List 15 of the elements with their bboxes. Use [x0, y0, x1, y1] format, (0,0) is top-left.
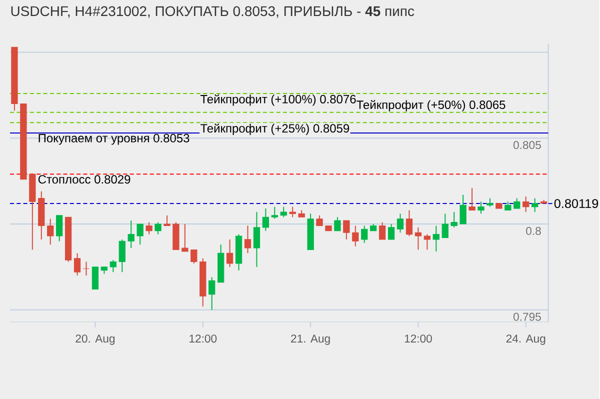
ref-line-label: Тейкпрофит (+100%) 0.8076: [200, 94, 356, 106]
ref-line-label: Стоплосс 0.8029: [38, 174, 130, 184]
ref-line-label: Тейкпрофит (+50%) 0.8065: [356, 100, 506, 112]
y-tick-label: 0.8: [526, 226, 541, 235]
x-tick-label: 12:00: [404, 334, 432, 342]
x-tick-label: 24. Aug: [506, 334, 546, 345]
chart-title: USDCHF, H4#231002, ПОКУПАТЬ 0.8053, ПРИБЫЛЬ - 45 пипс: [11, 6, 414, 18]
y-tick-label: 0.795: [513, 312, 541, 321]
ref-line-label: Тейкпрофит (+25%) 0.8059: [200, 123, 350, 135]
y-tick-label: 0.805: [513, 140, 541, 149]
ref-line-label: Покупаем от уровня 0.8053: [38, 134, 190, 145]
x-tick-label: 20. Aug: [76, 334, 115, 345]
x-tick-label: 21. Aug: [291, 334, 330, 345]
x-tick-label: 12:00: [190, 334, 217, 342]
ref-line-label: 0.80119: [554, 198, 598, 208]
